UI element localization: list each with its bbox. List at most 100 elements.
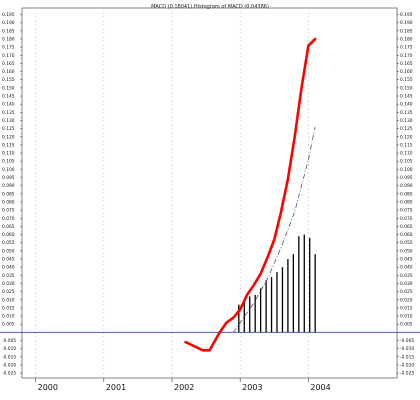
y-tick-label-right: 0.025 (400, 289, 413, 295)
y-tick-label-left: 0.100 (2, 167, 15, 173)
y-axis-right: -0.025 -0.020 -0.015 -0.010 -0.005 0.005 0.010… (397, 12, 414, 377)
y-tick-label-left: 0.015 (2, 305, 15, 311)
y-tick-label-left: 0.105 (2, 159, 15, 165)
y-tick-label-left: 0.035 (2, 273, 15, 279)
y-tick-label-right: 0.145 (400, 94, 413, 100)
y-tick-label-left: -0.005 (2, 338, 16, 344)
y-tick-label-right: 0.115 (400, 142, 413, 148)
y-tick-label-right: 0.095 (400, 175, 413, 181)
y-tick-label-left: 0.070 (2, 216, 15, 222)
y-tick-label-left: 0.135 (2, 110, 15, 116)
y-tick-label-right: 0.050 (400, 248, 413, 254)
y-tick-label-left: 0.040 (2, 265, 15, 271)
y-tick-label-right: 0.195 (400, 12, 413, 18)
x-tick-label: 2000 (38, 383, 58, 392)
y-tick-label-left: 0.115 (2, 142, 15, 148)
y-tick-label-right: 0.030 (400, 281, 413, 287)
y-tick-label-right: 0.165 (400, 61, 413, 67)
y-tick-label-right: 0.170 (400, 53, 413, 59)
y-tick-label-right: 0.180 (400, 36, 413, 42)
y-tick-label-left: 0.025 (2, 289, 15, 295)
x-tick-label: 2002 (174, 383, 194, 392)
y-tick-label-left: 0.065 (2, 224, 15, 230)
y-tick-label-left: 0.055 (2, 240, 15, 246)
y-tick-label-right: -0.020 (400, 362, 414, 368)
signal-line (233, 126, 316, 333)
y-tick-label-right: 0.020 (400, 297, 413, 303)
y-tick-label-right: 0.110 (400, 151, 413, 157)
y-tick-label-right: 0.040 (400, 265, 413, 271)
y-tick-label-left: -0.010 (2, 346, 16, 352)
y-tick-label-right: 0.060 (400, 232, 413, 238)
y-tick-label-left: 0.195 (2, 12, 15, 18)
y-tick-label-left: 0.165 (2, 61, 15, 67)
x-tick-label: 2004 (310, 383, 330, 392)
y-tick-label-right: -0.015 (400, 354, 414, 360)
y-tick-label-left: 0.190 (2, 20, 15, 26)
y-tick-label-left: 0.095 (2, 175, 15, 181)
y-tick-label-right: 0.005 (400, 322, 413, 328)
y-tick-label-left: 0.145 (2, 94, 15, 100)
y-tick-label-right: 0.010 (400, 314, 413, 320)
x-axis: 2000200120022003200420 (35, 378, 331, 392)
y-tick-label-left: -0.020 (2, 362, 16, 368)
y-tick-label-right: 0.160 (400, 69, 413, 75)
y-tick-label-left: -0.015 (2, 354, 16, 360)
y-tick-label-right: 0.035 (400, 273, 413, 279)
y-tick-label-left: -0.025 (2, 371, 16, 377)
y-tick-label-right: -0.010 (400, 346, 414, 352)
y-tick-label-left: 0.110 (2, 151, 15, 157)
y-tick-label-left: 0.090 (2, 183, 15, 189)
plot-frame (21, 7, 398, 379)
y-tick-label-left: 0.160 (2, 69, 15, 75)
y-tick-label-left: 0.175 (2, 45, 15, 51)
y-tick-label-left: 0.180 (2, 36, 15, 42)
y-tick-label-right: 0.150 (400, 85, 413, 91)
y-tick-label-right: 0.120 (400, 134, 413, 140)
y-tick-label-right: 0.155 (400, 77, 413, 83)
y-tick-label-right: 0.055 (400, 240, 413, 246)
y-tick-label-left: 0.075 (2, 208, 15, 214)
macd-line (184, 37, 317, 352)
y-tick-label-left: 0.120 (2, 134, 15, 140)
y-tick-label-left: 0.080 (2, 199, 15, 205)
series-lines (184, 37, 317, 352)
y-tick-label-right: 0.085 (400, 191, 413, 197)
y-tick-label-left: 0.050 (2, 248, 15, 254)
y-tick-label-right: -0.005 (400, 338, 414, 344)
grid (21, 7, 398, 379)
y-tick-label-right: 0.075 (400, 208, 413, 214)
y-tick-label-right: -0.025 (400, 371, 414, 377)
y-tick-label-left: 0.125 (2, 126, 15, 132)
y-tick-label-left: 0.030 (2, 281, 15, 287)
y-tick-label-right: 0.185 (400, 28, 413, 34)
y-tick-label-right: 0.125 (400, 126, 413, 132)
y-tick-label-left: 0.045 (2, 257, 15, 263)
y-tick-label-left: 0.005 (2, 322, 15, 328)
y-tick-label-right: 0.175 (400, 45, 413, 51)
chart-title: MACD (0.18041),Histogram of MACD (0.0438… (151, 4, 269, 10)
y-tick-label-right: 0.045 (400, 257, 413, 263)
y-tick-label-right: 0.140 (400, 102, 413, 108)
y-tick-label-left: 0.140 (2, 102, 15, 108)
y-tick-label-right: 0.065 (400, 224, 413, 230)
histogram (238, 234, 316, 333)
x-tick-label: 2003 (242, 383, 262, 392)
y-tick-label-left: 0.085 (2, 191, 15, 197)
y-tick-label-right: 0.015 (400, 305, 413, 311)
y-tick-label-left: 0.170 (2, 53, 15, 59)
y-axis-left: -0.025 -0.020 -0.015 -0.010 -0.005 0.005 0.010… (2, 12, 22, 377)
y-tick-label-left: 0.185 (2, 28, 15, 34)
y-tick-label-right: 0.080 (400, 199, 413, 205)
y-tick-label-right: 0.135 (400, 110, 413, 116)
y-tick-label-right: 0.090 (400, 183, 413, 189)
y-tick-label-right: 0.070 (400, 216, 413, 222)
y-tick-label-left: 0.155 (2, 77, 15, 83)
y-tick-label-right: 0.130 (400, 118, 413, 124)
y-tick-label-left: 0.010 (2, 314, 15, 320)
y-tick-label-left: 0.060 (2, 232, 15, 238)
y-tick-label-right: 0.190 (400, 20, 413, 26)
x-tick-label: 2001 (106, 383, 126, 392)
